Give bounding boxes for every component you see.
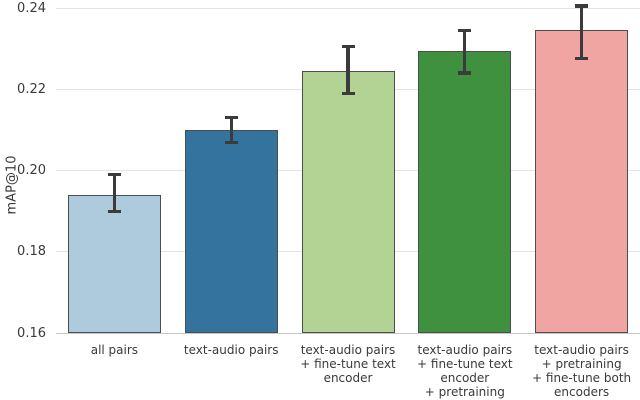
y-tick-label: 0.20	[17, 163, 46, 179]
error-bar-cap	[458, 28, 472, 33]
x-tick-label-line: text-audio pairs	[534, 343, 629, 357]
bar	[535, 30, 629, 333]
bar	[184, 129, 278, 333]
error-bar	[580, 6, 584, 59]
x-tick-label-line: encoder	[440, 371, 490, 385]
y-tick-label: 0.24	[17, 0, 46, 16]
bar	[67, 194, 161, 333]
error-bar-cap	[107, 209, 121, 213]
x-tick-label-line: + fine-tune text	[417, 357, 513, 371]
x-tick-label-line: text-audio pairs	[183, 343, 279, 357]
x-tick-label: text-audio pairs	[166, 343, 296, 357]
bar	[418, 50, 512, 333]
y-tick-label: 0.22	[17, 81, 46, 97]
error-bar-cap	[224, 140, 238, 144]
x-tick-label-line: encoder	[323, 371, 373, 385]
plot-area	[56, 0, 640, 334]
y-tick-label: 0.18	[17, 244, 46, 260]
y-tick-label: 0.16	[17, 325, 46, 341]
error-bar	[346, 46, 350, 94]
x-tick-label-line: + pretraining	[424, 385, 505, 399]
error-bar	[463, 30, 467, 74]
error-bar-cap	[575, 57, 589, 61]
error-bar-cap	[107, 173, 121, 177]
x-tick-label: all pairs	[49, 343, 179, 357]
x-tick-label: text-audio pairs + pretraining + fine-tune…	[517, 343, 640, 399]
error-bar-cap	[341, 45, 355, 49]
bar	[301, 71, 395, 333]
x-tick-label-line: + fine-tune both	[532, 371, 632, 385]
x-tick-label-line: text-audio pairs	[417, 343, 513, 357]
x-tick-label-line: + pretraining	[541, 357, 622, 371]
x-tick-label-line: encoders	[554, 385, 610, 399]
error-bar-cap	[341, 91, 355, 95]
error-bar-cap	[224, 116, 238, 120]
x-tick-label-line: + fine-tune text	[300, 357, 396, 371]
error-bar	[229, 117, 233, 143]
error-bar-cap	[575, 4, 589, 8]
x-tick-label-line: text-audio pairs	[300, 343, 396, 357]
gridline	[56, 7, 640, 9]
x-tick-label-line: all pairs	[90, 343, 139, 357]
error-bar-cap	[458, 71, 472, 75]
x-tick-label: text-audio pairs + fine-tune text encoder +…	[400, 343, 530, 399]
error-bar	[112, 174, 116, 212]
x-tick-label: text-audio pairs + fine-tune text encoder	[283, 343, 413, 385]
